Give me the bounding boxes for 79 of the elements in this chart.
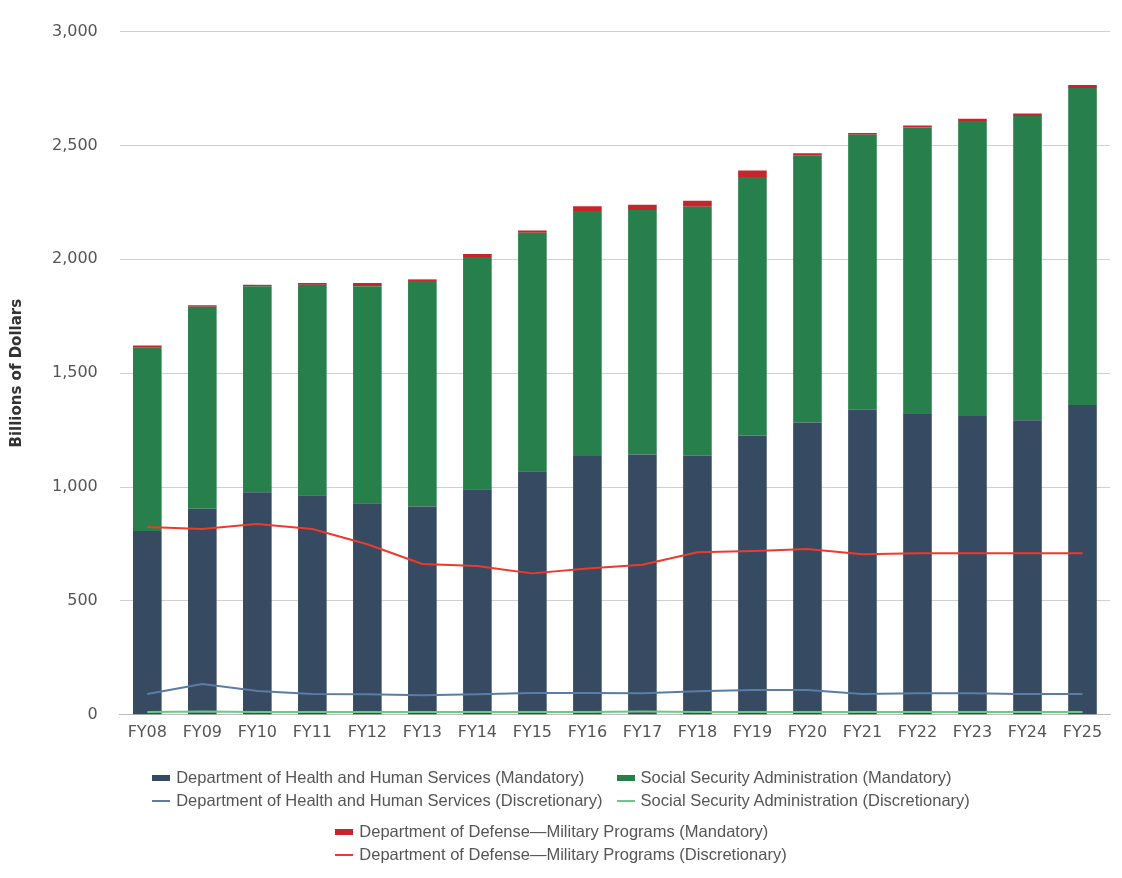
bar xyxy=(133,347,162,532)
x-tick-label: FY16 xyxy=(567,721,608,741)
bar xyxy=(463,254,492,258)
bar xyxy=(958,121,987,417)
bar xyxy=(518,232,547,472)
x-tick-label: FY25 xyxy=(1062,721,1103,741)
y-tick-label: 2,000 xyxy=(51,248,98,268)
legend-label: Department of Health and Human Services (Discretionary) xyxy=(176,791,603,810)
legend-label: Department of Health and Human Services (Mandatory) xyxy=(176,768,585,787)
y-tick-label: 0 xyxy=(87,703,98,723)
bar xyxy=(353,286,382,504)
x-tick-label: FY13 xyxy=(402,721,443,741)
legend-label: Social Security Administration (Mandatory) xyxy=(640,768,952,787)
bar xyxy=(738,170,767,177)
bar xyxy=(628,209,657,455)
bar xyxy=(793,422,822,715)
y-axis-title: Billions of Dollars xyxy=(6,298,25,448)
bar xyxy=(518,230,547,233)
bar xyxy=(408,280,437,507)
bar xyxy=(573,206,602,212)
bar xyxy=(243,286,272,493)
y-tick-label: 1,000 xyxy=(51,476,98,496)
y-tick-label: 3,000 xyxy=(51,20,98,40)
y-tick-label: 1,500 xyxy=(51,362,98,382)
bar xyxy=(518,471,547,715)
bar xyxy=(353,283,382,287)
bar xyxy=(958,416,987,715)
bar xyxy=(628,204,657,210)
bar xyxy=(463,489,492,715)
bar xyxy=(133,345,162,348)
bar xyxy=(1013,420,1042,715)
bar xyxy=(848,134,877,410)
legend-label: Social Security Administration (Discretionary) xyxy=(640,791,970,810)
bar xyxy=(573,211,602,457)
y-tick-label: 500 xyxy=(67,590,98,610)
bar xyxy=(573,456,602,715)
x-tick-label: FY24 xyxy=(1007,721,1048,741)
x-tick-label: FY20 xyxy=(787,721,828,741)
x-tick-label: FY11 xyxy=(292,721,333,741)
bar xyxy=(298,495,327,715)
y-tick-label: 2,500 xyxy=(51,134,98,154)
bar xyxy=(1068,85,1097,89)
x-tick-label: FY19 xyxy=(732,721,773,741)
legend-label: Department of Defense—Military Programs (Discretionary) xyxy=(359,845,787,864)
x-tick-label: FY17 xyxy=(622,721,663,741)
x-tick-label: FY09 xyxy=(182,721,222,741)
x-tick-label: FY12 xyxy=(347,721,388,741)
bar xyxy=(188,508,217,715)
bar xyxy=(353,503,382,715)
bar xyxy=(793,153,822,156)
x-tick-label: FY23 xyxy=(952,721,993,741)
bar xyxy=(738,435,767,715)
bar xyxy=(1068,88,1097,406)
x-tick-label: FY18 xyxy=(677,721,718,741)
x-tick-label: FY21 xyxy=(842,721,883,741)
bar xyxy=(683,206,712,456)
bar xyxy=(903,127,932,414)
legend-label: Department of Defense—Military Programs (Mandatory) xyxy=(359,822,769,841)
bar xyxy=(738,176,767,436)
bar xyxy=(408,506,437,715)
bar xyxy=(683,455,712,715)
x-tick-label: FY15 xyxy=(512,721,553,741)
bar xyxy=(298,284,327,496)
bar xyxy=(188,306,217,509)
bar xyxy=(463,257,492,490)
x-tick-label: FY08 xyxy=(127,721,167,741)
bar xyxy=(903,125,932,128)
bar xyxy=(243,492,272,715)
bar xyxy=(848,409,877,715)
bar xyxy=(683,200,712,207)
bar xyxy=(133,531,162,715)
bar xyxy=(903,413,932,715)
x-tick-label: FY22 xyxy=(897,721,938,741)
bar xyxy=(1013,116,1042,421)
x-tick-label: FY10 xyxy=(237,721,277,741)
bar xyxy=(793,155,822,423)
x-tick-label: FY14 xyxy=(457,721,498,741)
bar xyxy=(1068,405,1097,715)
bar xyxy=(628,454,657,715)
